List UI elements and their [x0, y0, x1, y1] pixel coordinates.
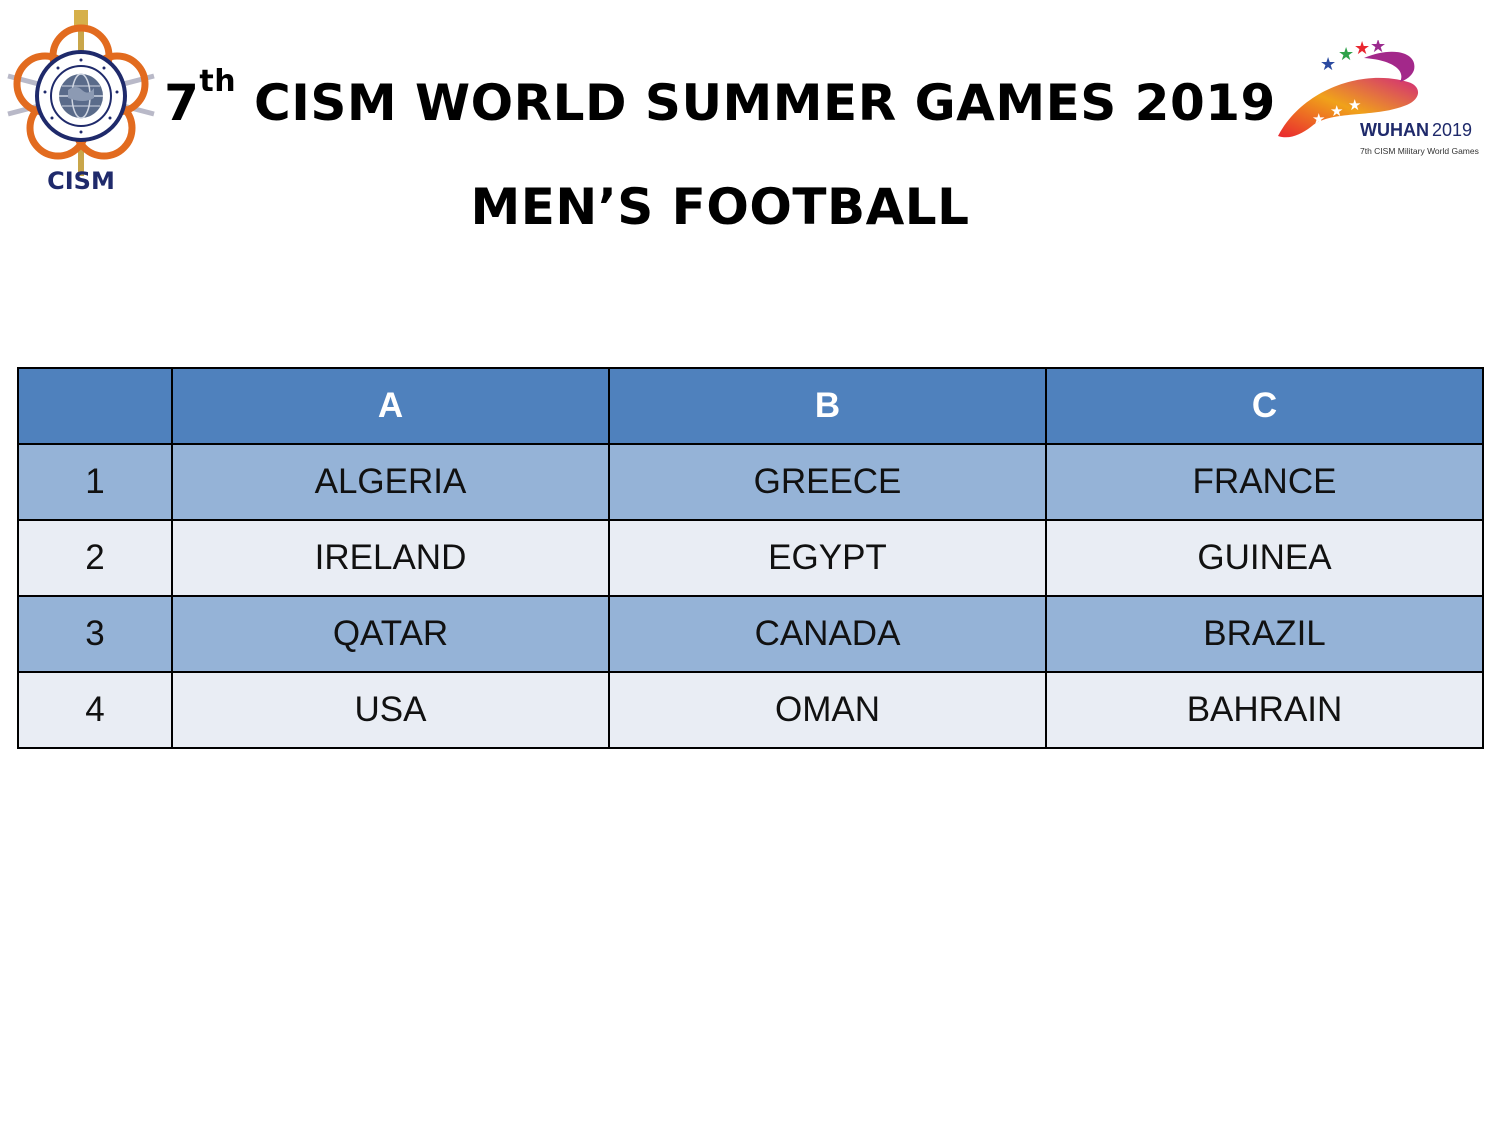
team-cell: CANADA [608, 595, 1047, 673]
star-icon: ★ [1354, 40, 1370, 59]
team-cell: FRANCE [1045, 443, 1484, 521]
star-icon: ★ [1312, 110, 1325, 128]
team-cell: BRAZIL [1045, 595, 1484, 673]
team-cell: QATAR [171, 595, 610, 673]
table-row: 1 ALGERIA GREECE FRANCE [17, 443, 1484, 521]
seed-cell: 2 [17, 519, 173, 597]
page-title: 7th CISM WORLD SUMMER GAMES 2019 [150, 64, 1290, 138]
team-cell: ALGERIA [171, 443, 610, 521]
table-header-row: A B C [17, 367, 1484, 445]
title-number: 7 [164, 74, 200, 132]
cism-logo-text: CISM [47, 167, 115, 195]
seed-cell: 1 [17, 443, 173, 521]
team-cell: OMAN [608, 671, 1047, 749]
table-row: 4 USA OMAN BAHRAIN [17, 671, 1484, 749]
star-icon: ★ [1370, 40, 1386, 57]
wuhan-logo-year: 2019 [1432, 120, 1472, 140]
star-icon: ★ [1330, 102, 1343, 120]
table-row: 2 IRELAND EGYPT GUINEA [17, 519, 1484, 597]
seed-cell: 4 [17, 671, 173, 749]
team-cell: USA [171, 671, 610, 749]
title-ordinal: th [199, 64, 237, 99]
header-cell-group-a: A [171, 367, 610, 445]
team-cell: GREECE [608, 443, 1047, 521]
cism-logo: CISM [4, 6, 158, 196]
star-icon: ★ [1338, 44, 1354, 65]
wuhan-logo-text: WUHAN [1360, 120, 1429, 140]
title-text: CISM WORLD SUMMER GAMES 2019 [236, 74, 1276, 132]
wuhan-2019-logo: ★ ★ ★ ★ ★ ★ ★ WUHAN 2019 7th CISM Milita… [1272, 36, 1494, 160]
wuhan-logo-caption: 7th CISM Military World Games [1360, 146, 1479, 156]
header-cell-group-c: C [1045, 367, 1484, 445]
team-cell: IRELAND [171, 519, 610, 597]
star-icon: ★ [1348, 96, 1361, 114]
team-cell: EGYPT [608, 519, 1047, 597]
groups-table: A B C 1 ALGERIA GREECE FRANCE 2 IRELAND … [17, 367, 1484, 749]
team-cell: GUINEA [1045, 519, 1484, 597]
team-cell: BAHRAIN [1045, 671, 1484, 749]
page-subtitle: MEN’S FOOTBALL [470, 178, 970, 236]
header-cell-empty [17, 367, 173, 445]
header-cell-group-b: B [608, 367, 1047, 445]
table-row: 3 QATAR CANADA BRAZIL [17, 595, 1484, 673]
seed-cell: 3 [17, 595, 173, 673]
star-icon: ★ [1320, 54, 1336, 75]
